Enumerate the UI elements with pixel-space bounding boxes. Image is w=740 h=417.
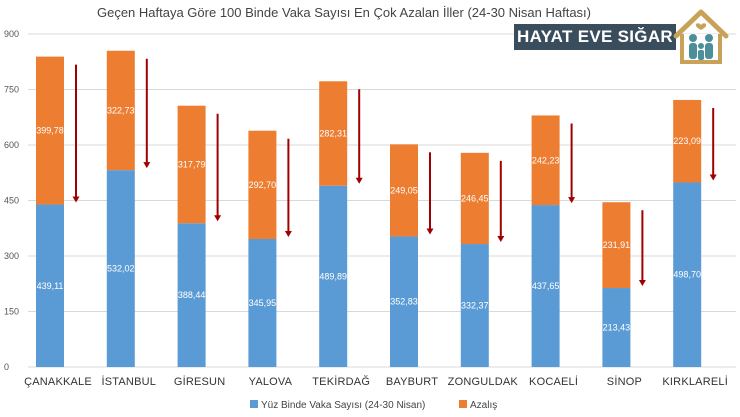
x-category-label-0: ÇANAKKALE	[24, 376, 92, 388]
bar-series-2-5	[390, 144, 418, 237]
bar-series-1-5	[390, 236, 418, 367]
bar-series-1-2	[177, 223, 206, 367]
x-category-label-1: İSTANBUL	[102, 375, 157, 388]
bar-series-1-6	[460, 244, 489, 367]
label-layer: 439,11 399,78 ÇANAKKALE 532,02 322,73 İSTANBU…	[24, 105, 728, 388]
data-label-series-2-9: 223,09	[673, 136, 701, 146]
decrease-arrow-head-4	[355, 177, 363, 184]
decrease-arrow-head-2	[214, 215, 222, 222]
bar-series-2-3	[248, 130, 277, 239]
decrease-arrow-head-7	[568, 197, 576, 204]
data-label-series-1-1: 532,02	[107, 264, 135, 274]
data-label-series-2-1: 322,73	[107, 105, 135, 115]
data-label-series-1-5: 352,83	[390, 297, 418, 307]
bar-series-2-9	[673, 99, 702, 183]
bar-series-2-4	[319, 81, 348, 186]
y-tick-label-300: 300	[4, 251, 19, 261]
y-tick-label-600: 600	[4, 140, 19, 150]
data-label-series-2-2: 317,79	[178, 159, 206, 169]
data-label-series-1-8: 213,43	[603, 323, 631, 333]
decrease-arrow-head-9	[709, 174, 717, 181]
decrease-arrow-head-1	[143, 162, 151, 169]
legend-swatch-series-1	[250, 400, 258, 408]
decrease-arrow-head-6	[497, 236, 505, 243]
bar-series-1-3	[248, 238, 277, 367]
x-category-label-9: KIRKLARELİ	[662, 375, 728, 388]
x-category-label-6: ZONGULDAK	[448, 376, 519, 388]
y-tick-label-900: 900	[4, 29, 19, 39]
data-label-series-2-6: 246,45	[461, 193, 489, 203]
decrease-arrow-head-3	[284, 230, 292, 237]
logo-banner-text: HAYAT EVE SIĞAR	[514, 24, 676, 50]
house-family-icon	[673, 9, 729, 64]
y-tick-label-150: 150	[4, 307, 19, 317]
legend: Yüz Binde Vaka Sayısı (24-30 Nisan) Azal…	[250, 400, 497, 411]
data-label-series-2-5: 249,05	[390, 185, 418, 195]
bar-series-2-7	[531, 115, 560, 206]
x-category-label-8: SİNOP	[607, 375, 642, 388]
chart-title: Geçen Haftaya Göre 100 Binde Vaka Sayısı…	[97, 5, 591, 20]
bar-series-1-4	[319, 185, 348, 367]
x-category-label-3: YALOVA	[249, 376, 293, 388]
bar-series-1-0	[36, 204, 64, 367]
bar-series-1-7	[531, 205, 560, 367]
legend-label-series-1: Yüz Binde Vaka Sayısı (24-30 Nisan)	[261, 400, 425, 411]
data-label-series-1-2: 388,44	[178, 290, 206, 300]
bar-series-1-8	[602, 288, 631, 367]
data-label-series-1-7: 437,65	[532, 281, 560, 291]
decrease-arrow-head-8	[638, 280, 646, 287]
logo: HAYAT EVE SIĞAR	[514, 8, 730, 66]
data-label-series-2-7: 242,23	[532, 155, 560, 165]
data-label-series-1-3: 345,95	[249, 298, 277, 308]
decrease-arrow-head-5	[426, 228, 434, 235]
x-category-label-4: TEKİRDAĞ	[312, 375, 370, 388]
decrease-arrow-head-0	[72, 196, 80, 203]
data-label-series-2-3: 292,70	[249, 180, 277, 190]
data-label-series-1-0: 439,11	[37, 281, 64, 291]
y-tick-label-0: 0	[4, 362, 9, 372]
y-tick-label-450: 450	[4, 196, 19, 206]
data-label-series-1-6: 332,37	[461, 301, 489, 311]
arrow-layer	[72, 58, 717, 287]
legend-swatch-series-2	[459, 400, 467, 408]
data-label-series-1-9: 498,70	[673, 270, 701, 280]
bar-series-2-0	[36, 56, 64, 205]
bar-layer	[36, 50, 702, 367]
legend-label-series-2: Azalış	[470, 400, 497, 411]
data-label-series-2-0: 399,78	[36, 126, 64, 136]
data-label-series-2-4: 282,31	[319, 129, 347, 139]
y-tick-label-750: 750	[4, 85, 19, 95]
bar-series-2-1	[106, 50, 135, 171]
x-category-label-5: BAYBURT	[386, 376, 438, 388]
bar-series-2-2	[177, 105, 206, 224]
data-label-series-2-8: 231,91	[603, 240, 631, 250]
bar-series-2-8	[602, 202, 631, 289]
bar-series-2-6	[460, 152, 489, 245]
x-category-label-2: GİRESUN	[174, 375, 226, 388]
bar-series-1-1	[106, 170, 135, 367]
data-label-series-1-4: 489,89	[319, 271, 347, 281]
bar-series-1-9	[673, 182, 702, 367]
x-category-label-7: KOCAELİ	[529, 375, 578, 388]
